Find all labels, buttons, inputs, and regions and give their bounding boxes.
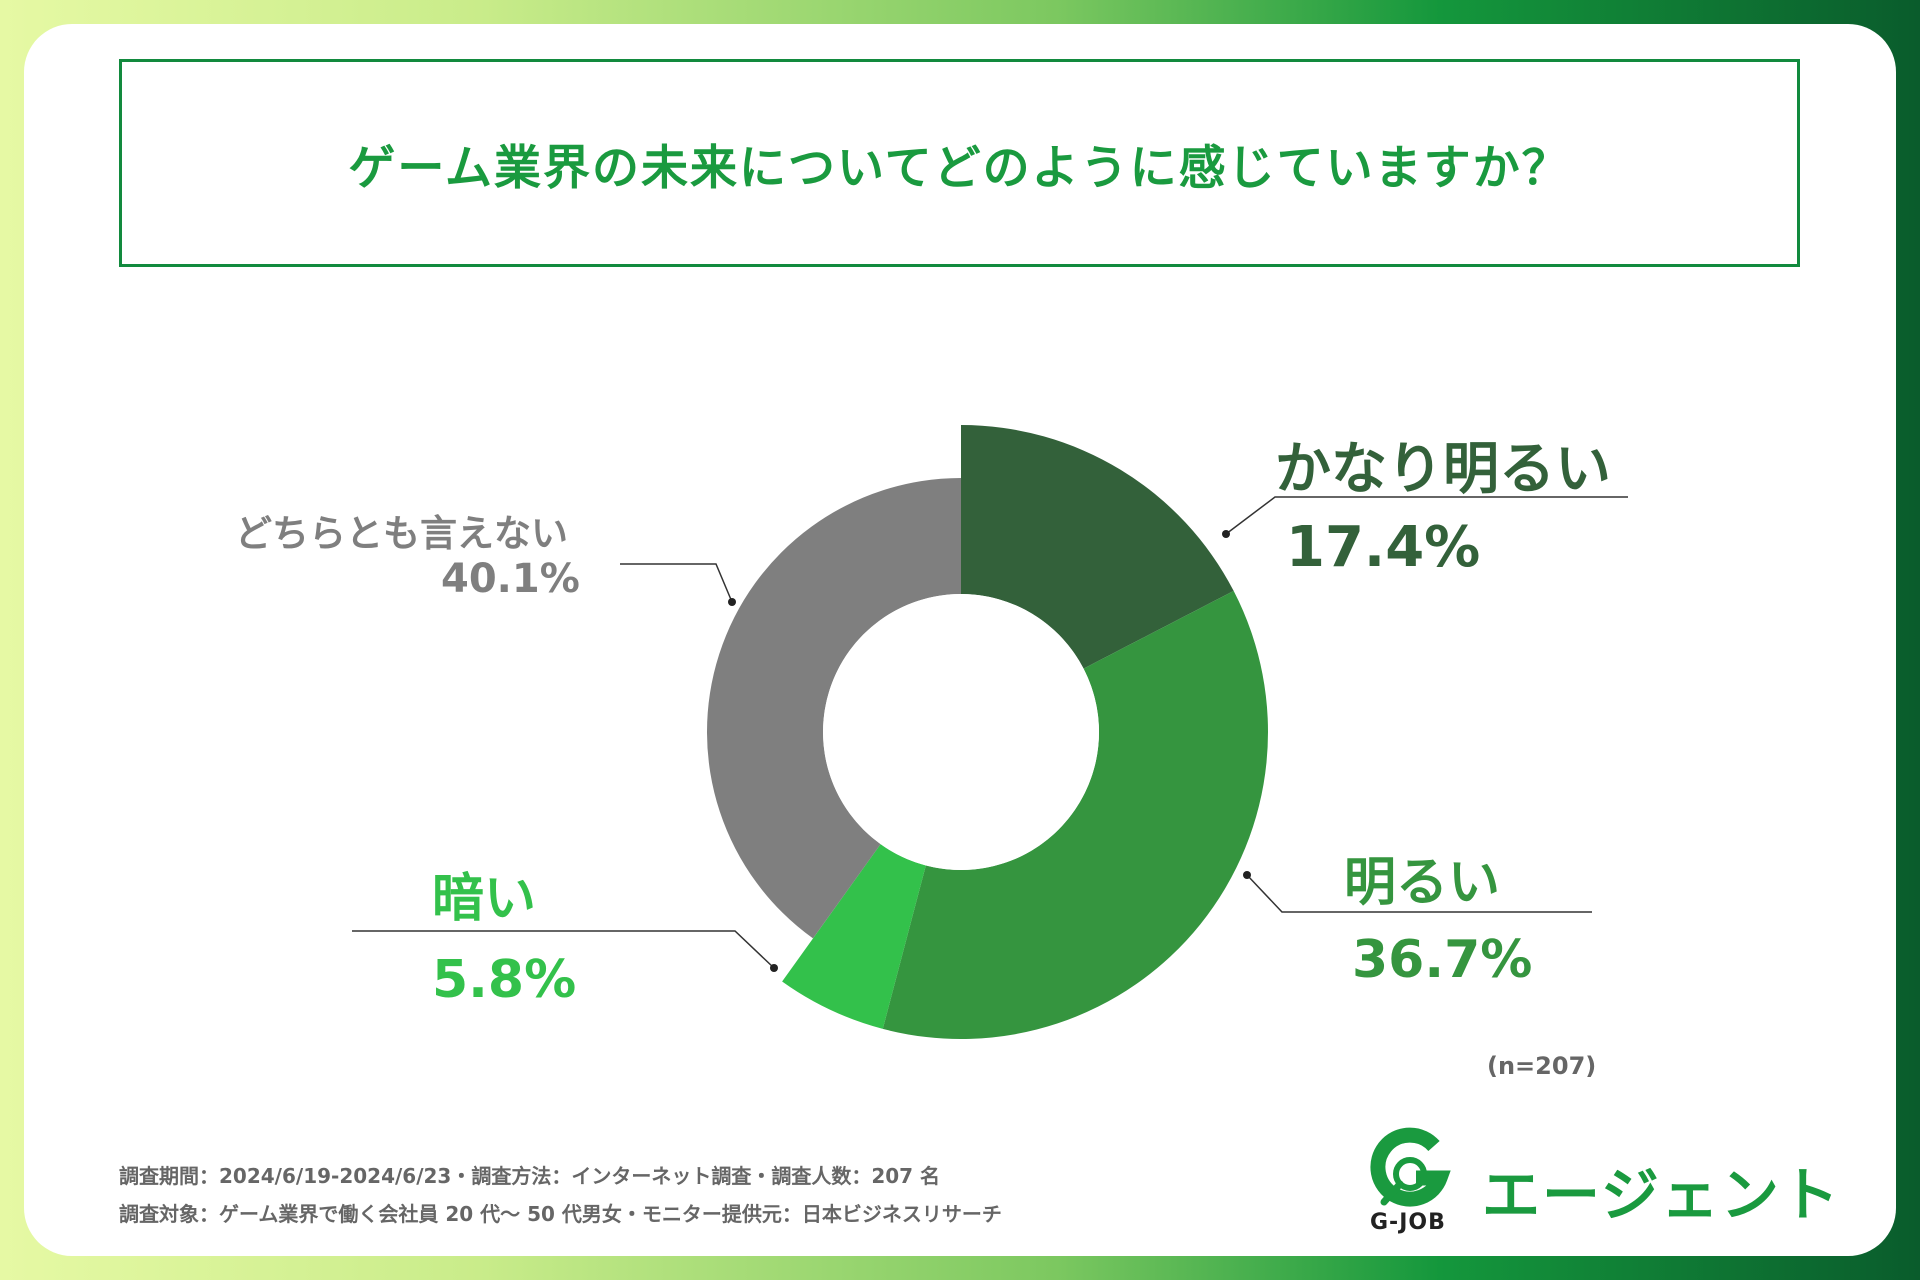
leader-line-kanari (1225, 496, 1628, 535)
label-dochira: どちらとも言えない (235, 512, 568, 555)
logo-subtext: G-JOB (1370, 1210, 1446, 1235)
leader-line-kurai (352, 930, 775, 969)
sample-size-label: (n=207) (1487, 1052, 1597, 1080)
label-kurai: 暗い (432, 869, 537, 929)
value-kurai: 5.8% (432, 950, 577, 1010)
leader-dot-kurai (770, 964, 778, 972)
value-akarui: 36.7% (1352, 930, 1533, 990)
leader-line-dochira (620, 563, 733, 603)
gjob-logo-icon (1370, 1127, 1451, 1207)
slice-kurai (782, 844, 926, 1029)
label-akarui: 明るい (1344, 853, 1501, 913)
slice-akarui (882, 590, 1268, 1039)
title-box: ゲーム業界の未来についてどのように感じていますか？ (119, 59, 1800, 267)
donut-hole (823, 594, 1099, 870)
leader-line-akarui (1246, 874, 1592, 913)
footer-line-1: 調査期間：2024/6/19-2024/6/23・調査方法：インターネット調査・… (119, 1164, 941, 1188)
logo-text: エージェント (1482, 1161, 1841, 1229)
slice-dochira (706, 478, 961, 939)
value-dochira: 40.1% (441, 556, 580, 602)
chart-title: ゲーム業界の未来についてどのように感じていますか？ (348, 140, 1571, 196)
value-kanari-akarui: 17.4% (1286, 515, 1481, 580)
label-kanari-akarui: かなり明るい (1275, 437, 1611, 502)
footer-line-2: 調査対象：ゲーム業界で働く会社員 20 代〜 50 代男女・モニター提供元：日本… (119, 1202, 1002, 1226)
slice-kanari-akarui (961, 425, 1234, 669)
leader-dot-kanari (1222, 530, 1230, 538)
leader-dot-akarui (1243, 871, 1251, 879)
leader-dot-dochira (728, 598, 736, 606)
